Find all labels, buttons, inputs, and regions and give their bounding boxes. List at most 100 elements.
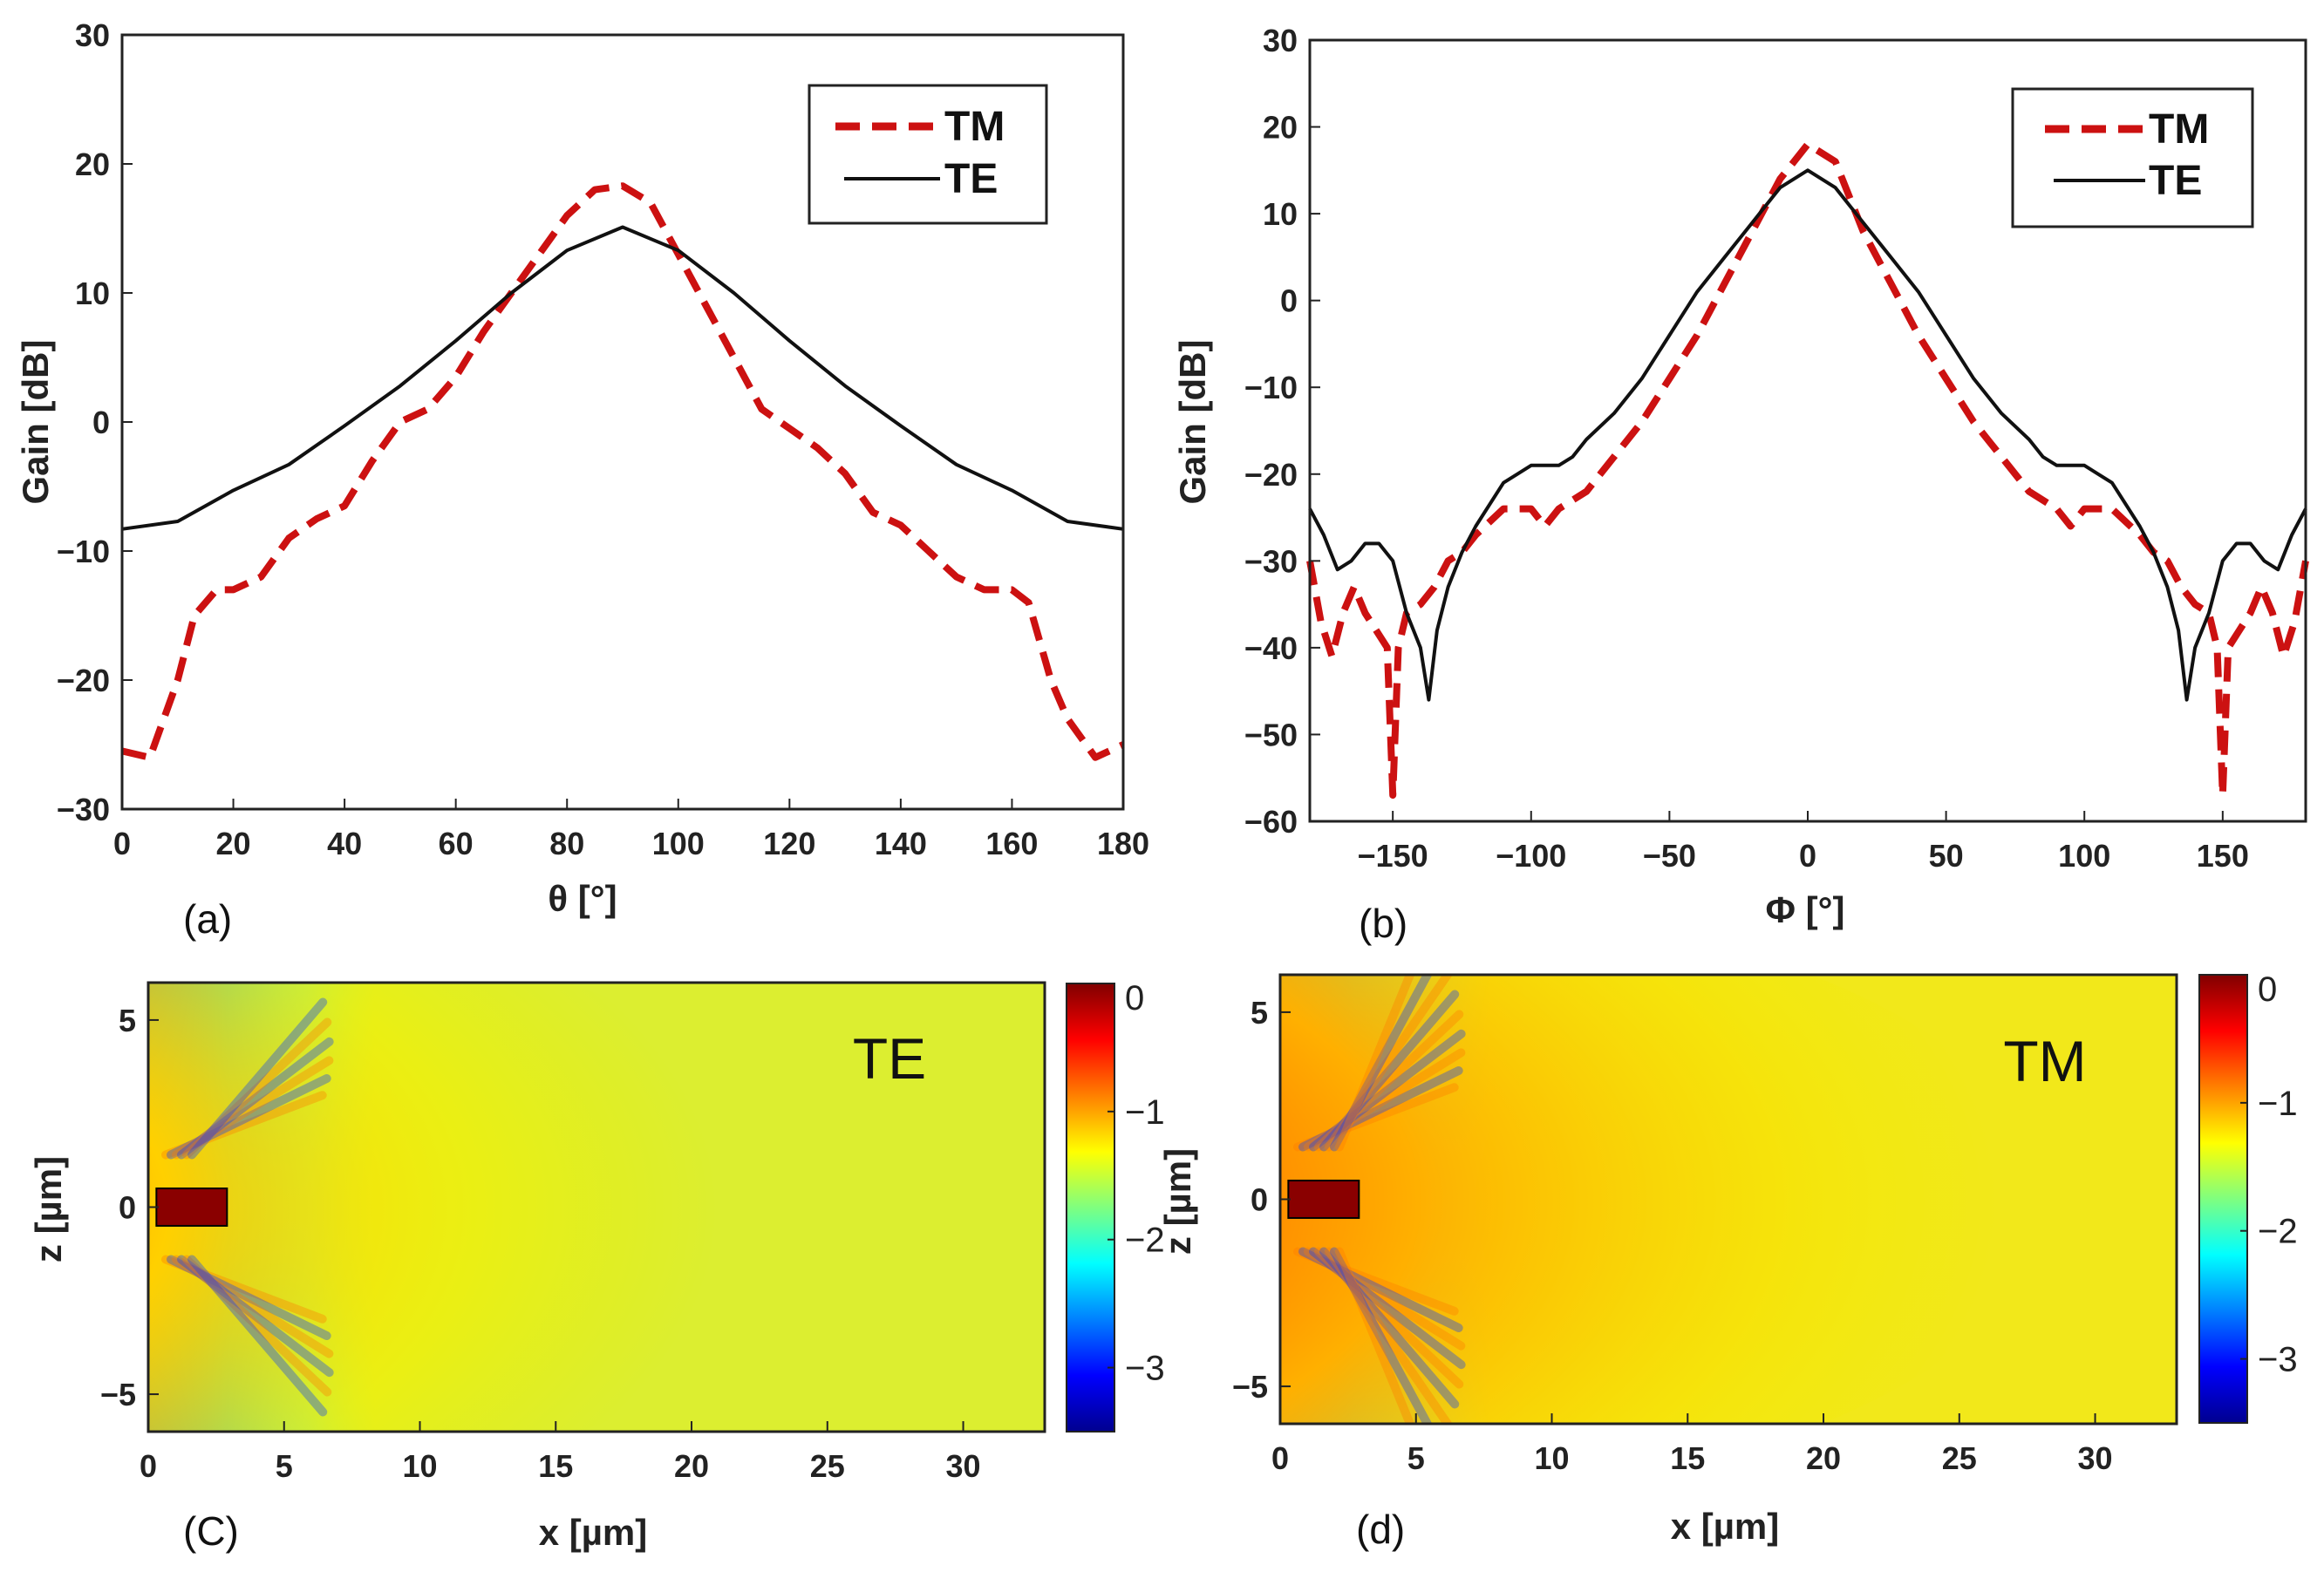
panel-d-x-tick-label: 0 bbox=[1271, 1440, 1289, 1476]
panel-c-fringe bbox=[182, 1255, 332, 1397]
panel-d-fringe bbox=[1304, 1247, 1466, 1351]
panel-d-fringe bbox=[1309, 1247, 1466, 1370]
panel-d-fringe bbox=[1293, 1247, 1459, 1316]
panel-c-x-ticks: 0 5 10 15 20 25 30 bbox=[140, 1421, 981, 1484]
panel-c-x-tick-label: 25 bbox=[810, 1448, 845, 1484]
panel-d-fringe bbox=[1335, 975, 1415, 1152]
panel-c-colorbar-ticks: 0 −1 −2 −3 bbox=[1107, 979, 1165, 1388]
panel-b-y-tick-label: 0 bbox=[1280, 283, 1298, 319]
panel-c-fringe bbox=[172, 1255, 334, 1358]
panel-d-fringe bbox=[1325, 1247, 1453, 1424]
panel-b-x-tick-label: 150 bbox=[2197, 838, 2249, 874]
panel-d-fringe bbox=[1319, 990, 1460, 1152]
panel-c-fringe bbox=[182, 1017, 332, 1160]
panel-d-colorbar-tick-label: −2 bbox=[2258, 1213, 2298, 1251]
panel-c-beam-field bbox=[148, 983, 828, 1432]
panel-c-colorbar-tick-label: −3 bbox=[1125, 1350, 1165, 1388]
panel-d-x-tick-label: 10 bbox=[1534, 1440, 1569, 1476]
panel-b-series-te-line bbox=[1308, 168, 2307, 702]
panel-b-y-tick-label: 30 bbox=[1263, 23, 1298, 58]
panel-d-fringe bbox=[1319, 1247, 1460, 1409]
panel-c-fringe bbox=[161, 1091, 327, 1160]
panel-c-fringe bbox=[167, 1073, 331, 1160]
panel-d-x-tick-label: 15 bbox=[1670, 1440, 1705, 1476]
panel-c-colorbar-tick-label: −2 bbox=[1125, 1222, 1165, 1260]
panel-d-y-tick-label: −5 bbox=[1232, 1369, 1268, 1405]
panel-d-fringe bbox=[1304, 1048, 1466, 1152]
panel-d-y-tick-label: 0 bbox=[1251, 1182, 1268, 1218]
panel-d-fringe bbox=[1330, 1247, 1433, 1424]
panel-a-label: (a) bbox=[183, 896, 232, 942]
panel-a-y-tick-label: −20 bbox=[57, 663, 110, 698]
panel-d-fringe bbox=[1330, 975, 1433, 1152]
panel-b-y-tick-label: −50 bbox=[1244, 717, 1298, 752]
panel-b-x-tick-label: −50 bbox=[1643, 838, 1696, 874]
panel-d-beam-field bbox=[1280, 975, 2048, 1424]
panel-d-y-ticks: −5 0 5 bbox=[1232, 995, 1291, 1405]
panel-a-x-tick-label: 140 bbox=[875, 826, 927, 861]
panel-b-legend: TM TE bbox=[2011, 87, 2254, 228]
panel-a-y-tick-label: 10 bbox=[75, 276, 110, 311]
panel-d-colorbar-tick-label: −3 bbox=[2258, 1341, 2298, 1379]
panel-b-y-tick-label: −30 bbox=[1244, 543, 1298, 579]
panel-b-y-tick-label: −20 bbox=[1244, 457, 1298, 493]
panel-a-gain-vs-theta: 0 20 40 60 80 100 120 140 160 180 −30 −20 −10 0 10 20 3… bbox=[15, 17, 1149, 942]
panel-d-heatmap bbox=[1280, 975, 2177, 1424]
panel-b-y-axis-label: Gain [dB] bbox=[1172, 340, 1213, 505]
panel-d-waveguide-outline bbox=[1287, 1180, 1360, 1219]
panel-a-legend-tm-label: TM bbox=[944, 104, 1005, 150]
panel-d-fringe bbox=[1325, 975, 1453, 1152]
panel-b-x-tick-label: 100 bbox=[2058, 838, 2110, 874]
panel-b-gain-vs-phi: −150 −100 −50 0 50 100 150 −60−50−40−30−20−100… bbox=[1172, 23, 2309, 946]
panel-a-x-ticks: 0 20 40 60 80 100 120 140 160 180 bbox=[113, 799, 1149, 861]
panel-d-fringe bbox=[1335, 1247, 1415, 1424]
panel-a-y-axis-label: Gain [dB] bbox=[15, 340, 56, 505]
panel-c-x-tick-label: 10 bbox=[402, 1448, 437, 1484]
panel-d-x-tick-label: 20 bbox=[1806, 1440, 1841, 1476]
panel-b-x-tick-label: −100 bbox=[1496, 838, 1566, 874]
panel-d-colorbar-ticks: 0 −1 −2 −3 bbox=[2240, 970, 2298, 1379]
panel-b-y-tick-label: −10 bbox=[1244, 370, 1298, 405]
panel-b-y-tick-label: 20 bbox=[1263, 110, 1298, 146]
panel-b-y-tick-label: 10 bbox=[1263, 196, 1298, 232]
panel-d-y-axis-label: z [µm] bbox=[1157, 1148, 1198, 1255]
panel-b-x-ticks: −150 −100 −50 0 50 100 150 bbox=[1358, 811, 2249, 874]
panel-c-fringe bbox=[187, 997, 328, 1160]
panel-a-x-axis-label: θ [°] bbox=[548, 878, 617, 919]
panel-b-x-tick-label: 50 bbox=[1929, 838, 1964, 874]
panel-a-x-tick-label: 100 bbox=[652, 826, 705, 861]
panel-b-legend-tm-label: TM bbox=[2149, 106, 2209, 153]
panel-d-tm-field-map: TM 0−1−2−3 0 5 10 15 20 25 30 −505 x [µm] z [µ… bbox=[1157, 970, 2298, 1552]
panel-b-series-tm-line bbox=[1306, 140, 2309, 800]
panel-a-x-tick-label: 0 bbox=[113, 826, 131, 861]
panel-c-y-tick-label: 5 bbox=[119, 1003, 136, 1038]
panel-a-x-tick-label: 180 bbox=[1097, 826, 1149, 861]
panel-d-y-tick-label: 5 bbox=[1251, 995, 1268, 1031]
panel-c-fringe bbox=[177, 1037, 334, 1160]
panel-d-x-ticks: 0 5 10 15 20 25 30 bbox=[1271, 1413, 2113, 1476]
panel-d-fringe bbox=[1298, 1065, 1463, 1152]
panel-c-colorbar-tick-label: −1 bbox=[1125, 1093, 1165, 1132]
panel-c-fringe bbox=[161, 1255, 327, 1324]
panel-b-x-tick-label: 0 bbox=[1799, 838, 1816, 874]
panel-d-fringe bbox=[1293, 1083, 1459, 1152]
panel-a-x-tick-label: 160 bbox=[985, 826, 1038, 861]
panel-c-heatmap bbox=[148, 983, 1045, 1432]
panel-a-legend-te-label: TE bbox=[944, 156, 998, 202]
panel-b-legend-box bbox=[2011, 87, 2254, 228]
panel-c-label: (C) bbox=[183, 1508, 239, 1554]
panel-b-y-tick-label: −60 bbox=[1244, 804, 1298, 840]
panel-d-label: (d) bbox=[1356, 1507, 1405, 1552]
panel-c-x-tick-label: 30 bbox=[946, 1448, 981, 1484]
panel-a-x-tick-label: 120 bbox=[763, 826, 815, 861]
panel-d-fringe bbox=[1314, 1010, 1464, 1152]
panel-a-x-tick-label: 60 bbox=[439, 826, 474, 861]
panel-c-interference-fringes bbox=[161, 997, 334, 1417]
panel-c-fringe bbox=[187, 1255, 328, 1417]
panel-c-x-axis-label: x [µm] bbox=[539, 1512, 648, 1553]
panel-b-x-axis-label: Φ [°] bbox=[1766, 889, 1845, 930]
panel-c-colorbar-tick-label: 0 bbox=[1125, 979, 1144, 1017]
panel-a-series-te-line bbox=[121, 225, 1124, 531]
panel-c-y-ticks: −5 0 5 bbox=[100, 1003, 159, 1412]
